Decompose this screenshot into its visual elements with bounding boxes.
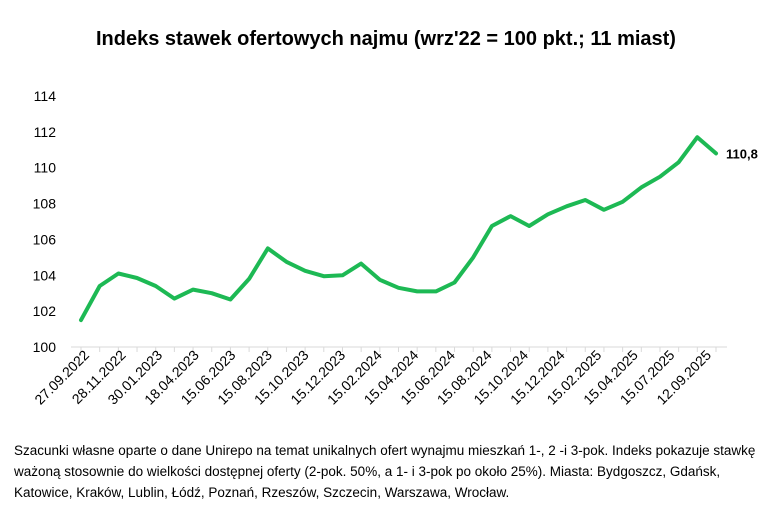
footnote: Szacunki własne oparte o dane Unirepo na…	[14, 443, 756, 500]
y-tick-label: 110	[34, 160, 57, 176]
x-axis-ticks: 27.09.202228.11.202230.01.202318.04.2023…	[31, 347, 714, 408]
series-line	[79, 135, 718, 323]
y-tick-label: 100	[33, 339, 57, 355]
y-tick-label: 112	[34, 124, 57, 140]
line-chart: 100 102 104 106 108 110 112 114 27.09.202228.11…	[31, 88, 758, 408]
y-tick-label: 104	[33, 267, 57, 283]
data-labels: 110,8	[726, 146, 758, 161]
end-value-label: 110,8	[726, 146, 758, 161]
y-tick-label: 108	[33, 196, 57, 212]
y-tick-label: 102	[33, 303, 57, 319]
y-tick-label: 106	[33, 231, 57, 247]
y-axis-ticks: 100 102 104 106 108 110 112 114	[33, 88, 57, 355]
x-axis	[71, 346, 727, 352]
y-tick-label: 114	[34, 88, 57, 104]
series-group	[79, 135, 718, 323]
chart-title: Indeks stawek ofertowych najmu (wrz'22 =…	[96, 28, 676, 50]
